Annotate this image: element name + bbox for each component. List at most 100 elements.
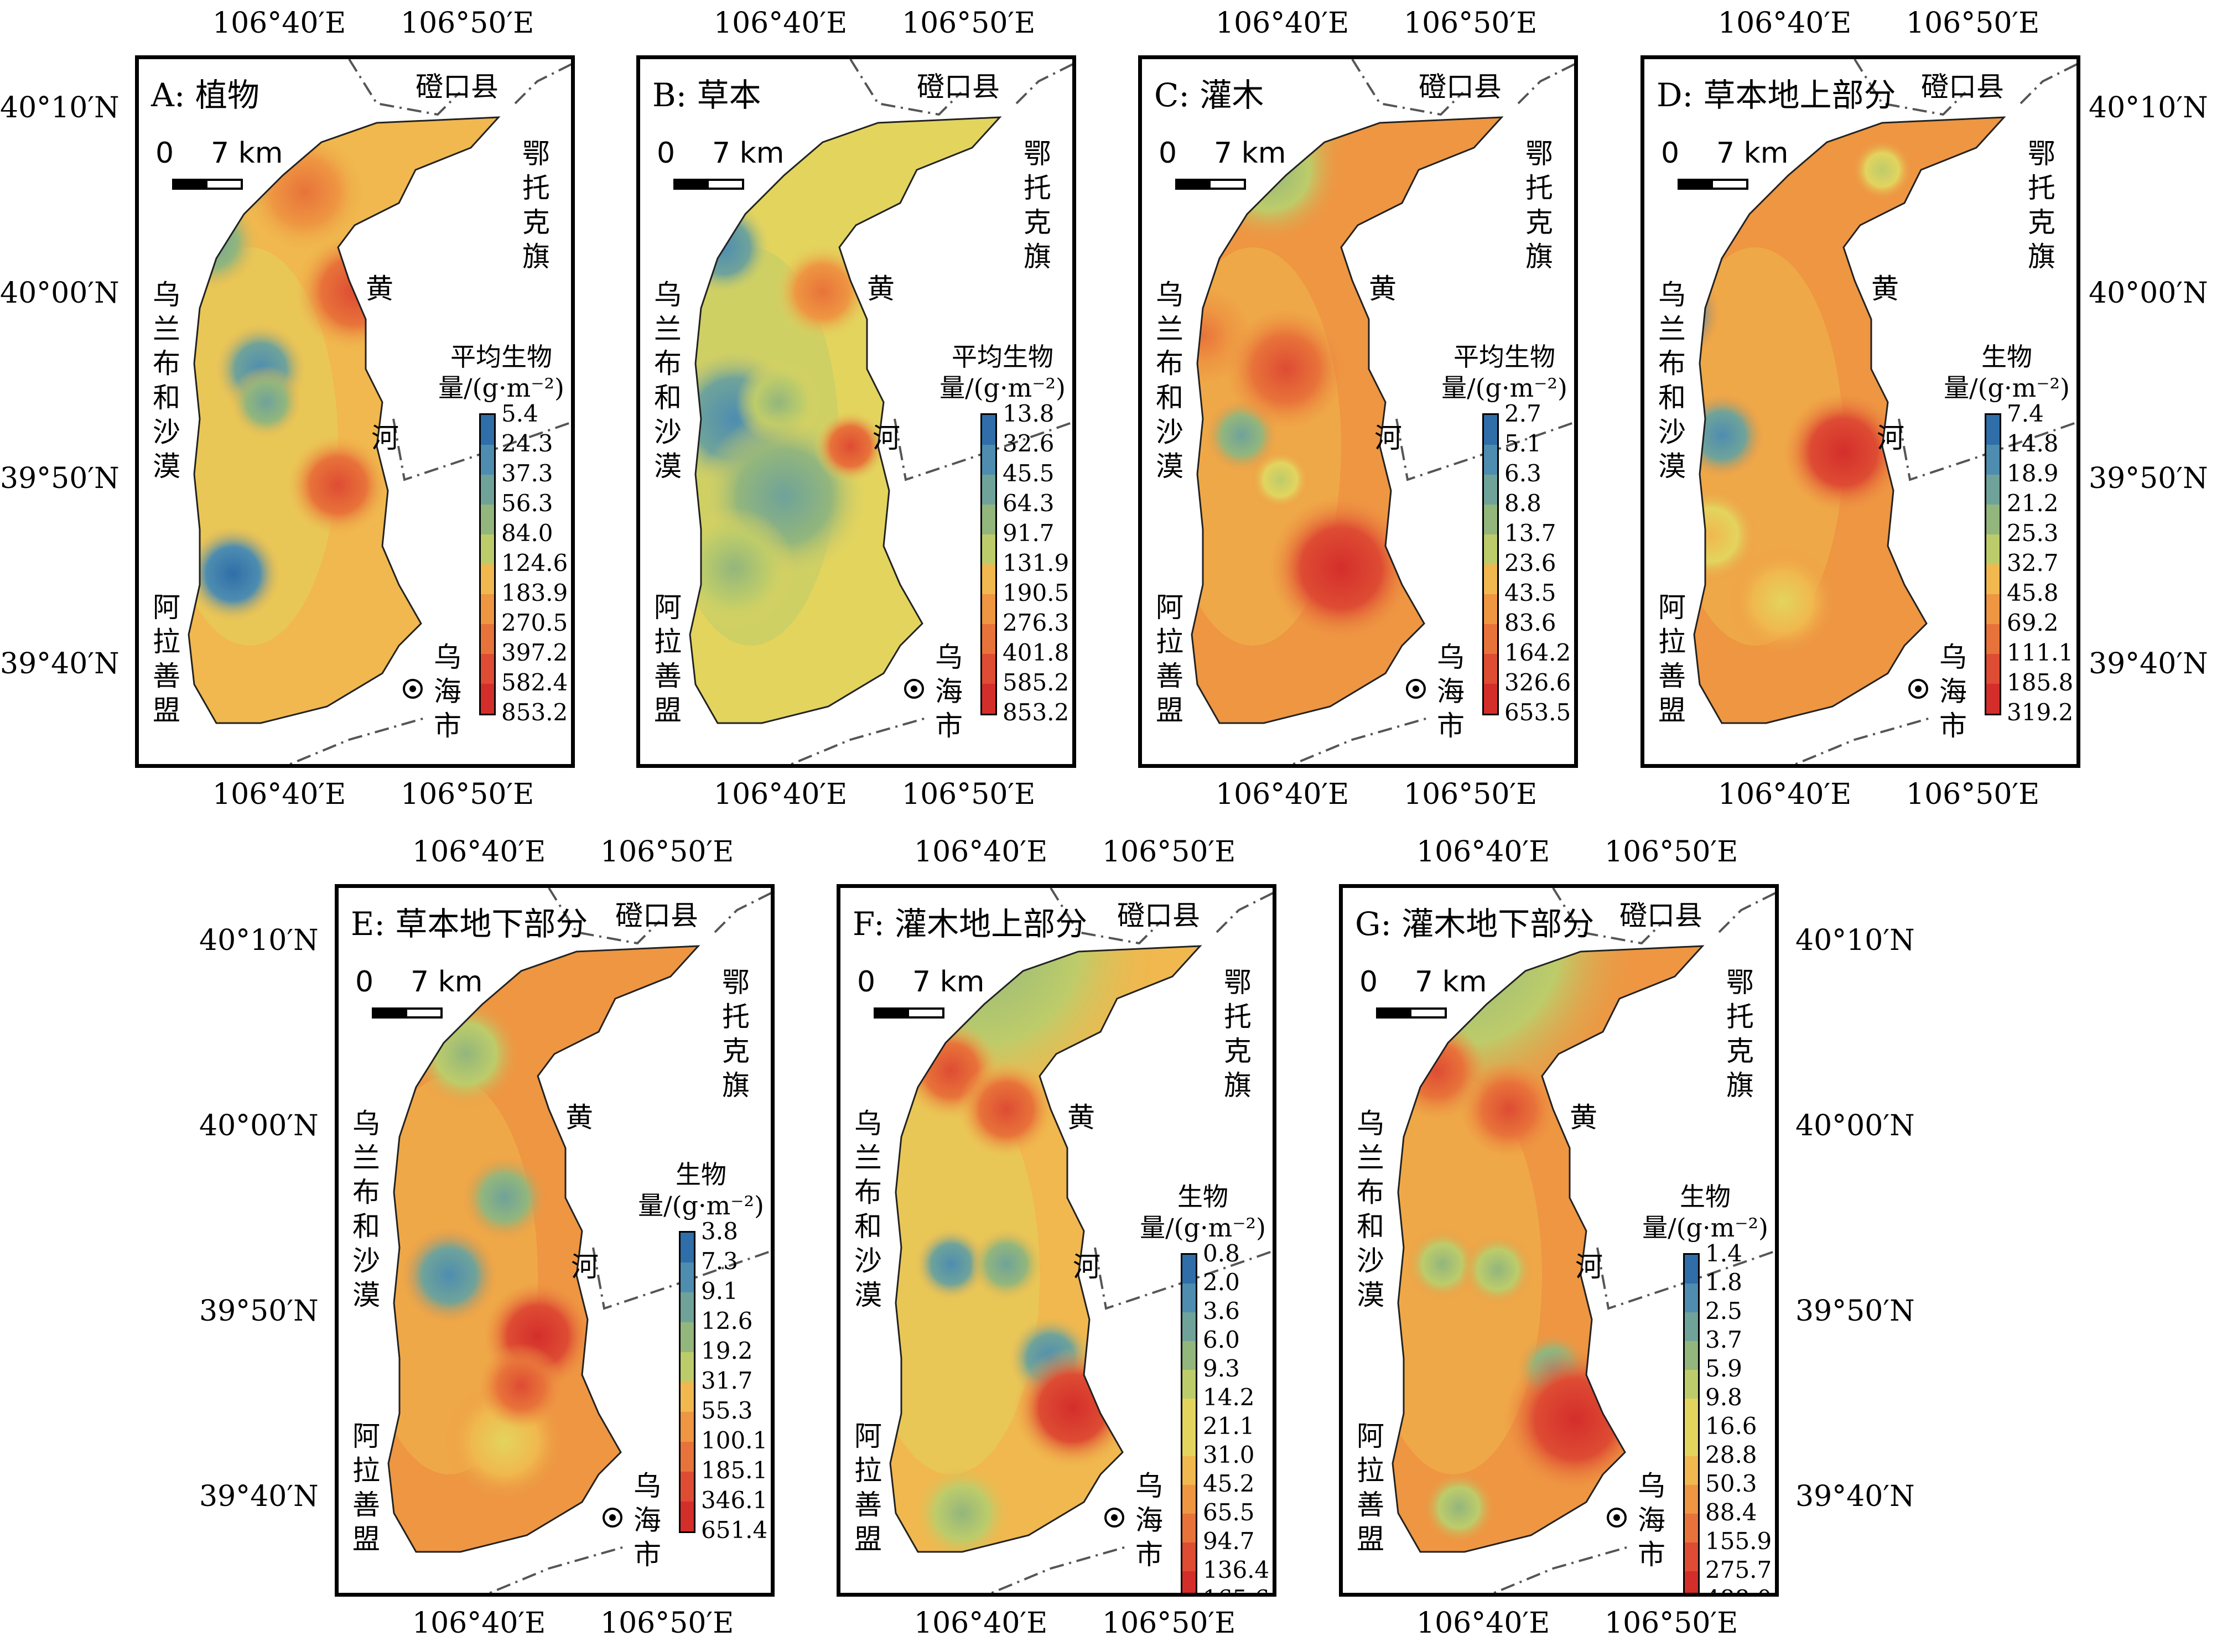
legend-title: 平均生物量/(g·m⁻²) [939, 342, 1066, 403]
legend-value: 2.0 [1203, 1269, 1240, 1296]
map-panel: A: 植物 磴口县 鄂托克旗黄河 乌兰布和沙漠 阿拉善盟 乌海市 0 7 km 平均生物量/(g… [135, 55, 575, 768]
legend-colorbar [679, 1231, 695, 1533]
longitude-label: 106°50′E [1404, 778, 1538, 811]
legend-swatch [481, 475, 494, 505]
legend-swatch [1182, 1485, 1196, 1514]
latitude-label: 40°10′N [0, 91, 120, 124]
legend-value: 185.8 [2007, 669, 2074, 696]
map-panel: G: 灌木地下部分 磴口县 鄂托克旗黄河 乌兰布和沙漠 阿拉善盟 乌海市 0 7 km 生物量/… [1339, 884, 1779, 1597]
legend-value: 7.3 [701, 1248, 738, 1275]
region-map [387, 888, 771, 1593]
latitude-label: 40°10′N [1795, 924, 1915, 957]
legend-swatch [481, 594, 494, 624]
latitude-label: 39°50′N [199, 1295, 319, 1328]
legend-value: 31.0 [1203, 1441, 1255, 1468]
legend-swatch [481, 624, 494, 654]
legend-value: 275.7 [1705, 1556, 1772, 1583]
legend-value: 9.1 [701, 1277, 738, 1305]
legend-swatch [1685, 1255, 1698, 1284]
legend-swatch [982, 654, 995, 684]
scale-bar: 0 7 km [155, 137, 283, 198]
legend-swatch [1986, 445, 2000, 475]
legend-swatch [982, 475, 995, 505]
legend-value: 32.6 [1003, 430, 1055, 457]
longitude-label: 106°40′E [212, 7, 346, 40]
scale-km: 7 km [1415, 965, 1487, 999]
label-wuhai: 乌海市 [1135, 1470, 1163, 1571]
longitude-label: 106°50′E [1906, 7, 2040, 40]
legend-value: 164.2 [1504, 639, 1571, 666]
legend-value: 23.6 [1504, 549, 1556, 576]
label-etuoke: 鄂托克旗 [722, 967, 750, 1102]
legend-title: 生物量/(g·m⁻²) [1140, 1182, 1266, 1243]
scale-bar: 0 7 km [1661, 137, 1788, 198]
label-dengkou: 磴口县 [1921, 71, 2004, 103]
legend-swatch [681, 1352, 694, 1382]
panel-title: D: 草本地上部分 [1657, 76, 1896, 114]
legend-value: 13.7 [1504, 520, 1556, 547]
legend-value: 326.6 [1504, 669, 1571, 696]
legend-value: 5.1 [1504, 430, 1541, 457]
legend-swatch [1685, 1284, 1698, 1312]
legend-value: 190.5 [1003, 579, 1070, 606]
legend-value: 24.3 [501, 430, 553, 457]
label-wulanbuhe: 乌兰布和沙漠 [153, 279, 180, 482]
legend-swatch [1182, 1341, 1196, 1370]
legend-value: 64.3 [1003, 490, 1055, 517]
scale-zero: 0 [355, 965, 374, 999]
scale-km: 7 km [712, 137, 785, 170]
scale-graphic [1376, 1007, 1447, 1019]
legend-value: 1.4 [1705, 1240, 1742, 1267]
legend-value: 25.3 [2007, 520, 2059, 547]
legend-value: 56.3 [501, 490, 553, 517]
label-huang: 黄 [366, 273, 393, 305]
label-alashan: 阿拉善盟 [153, 591, 180, 726]
latitude-label: 40°00′N [1795, 1109, 1915, 1142]
longitude-label: 106°50′E [1605, 835, 1738, 869]
label-wulanbuhe: 乌兰布和沙漠 [1357, 1108, 1384, 1311]
legend-value: 653.5 [1504, 699, 1571, 726]
legend-title: 生物量/(g·m⁻²) [638, 1160, 764, 1220]
label-wuhai: 乌海市 [634, 1470, 661, 1571]
label-dengkou: 磴口县 [615, 900, 698, 932]
legend-value: 3.6 [1203, 1297, 1240, 1324]
label-he: 河 [371, 422, 399, 454]
map-panel: E: 草本地下部分 磴口县 鄂托克旗黄河 乌兰布和沙漠 阿拉善盟 乌海市 0 7 km 生物量/… [335, 884, 775, 1597]
map-panel: D: 草本地上部分 磴口县 鄂托克旗黄河 乌兰布和沙漠 阿拉善盟 乌海市 0 7 km 生物量/… [1640, 55, 2080, 768]
panel-title: F: 灌木地上部分 [853, 905, 1088, 943]
longitude-label: 106°40′E [914, 835, 1048, 869]
legend-value: 5.4 [501, 400, 538, 427]
legend-swatch [1182, 1284, 1196, 1312]
panel-title: B: 草本 [652, 76, 761, 114]
legend-swatch [1986, 654, 2000, 684]
label-he: 河 [873, 422, 900, 454]
legend-value: 9.8 [1705, 1384, 1742, 1411]
label-wuhai: 乌海市 [1638, 1470, 1665, 1571]
legend-value: 136.4 [1203, 1556, 1270, 1583]
label-he: 河 [1374, 422, 1402, 454]
scale-bar: 0 7 km [657, 137, 784, 198]
legend-value: 83.6 [1504, 609, 1556, 636]
latitude-label: 39°40′N [2089, 647, 2208, 680]
scale-graphic [1678, 179, 1748, 190]
legend-value: 185.1 [701, 1457, 768, 1484]
legend-swatch [1986, 534, 2000, 564]
legend-value: 131.9 [1003, 549, 1070, 576]
label-etuoke: 鄂托克旗 [1726, 967, 1754, 1102]
label-wulanbuhe: 乌兰布和沙漠 [854, 1108, 882, 1311]
panel-title: G: 灌木地下部分 [1355, 905, 1595, 943]
legend-value: 19.2 [701, 1337, 753, 1364]
legend-swatch [1986, 475, 2000, 505]
legend-value: 0.8 [1203, 1240, 1240, 1267]
legend-swatch [1986, 564, 2000, 594]
longitude-label: 106°40′E [1416, 835, 1550, 869]
label-huang: 黄 [565, 1102, 593, 1134]
scale-graphic [874, 1007, 944, 1019]
label-etuoke: 鄂托克旗 [1224, 967, 1252, 1102]
label-etuoke: 鄂托克旗 [522, 138, 550, 273]
longitude-label: 106°40′E [212, 778, 346, 811]
latitude-label: 39°40′N [1795, 1480, 1915, 1513]
label-wuhai: 乌海市 [935, 641, 963, 742]
scale-bar: 0 7 km [857, 965, 984, 1026]
legend-swatch [1182, 1312, 1196, 1341]
